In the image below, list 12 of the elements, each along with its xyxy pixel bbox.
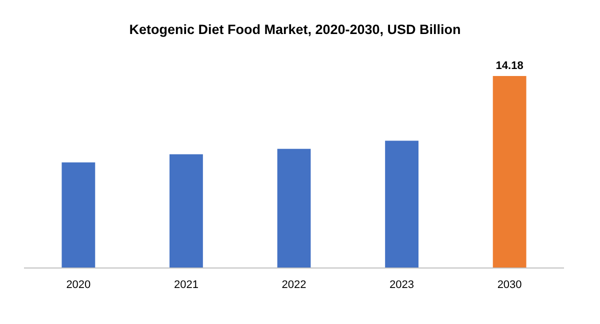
x-tick-label: 2022 — [282, 279, 306, 291]
x-tick-label: 2020 — [66, 279, 91, 291]
x-tick-label: 2030 — [497, 279, 522, 291]
x-tick-label: 2023 — [390, 279, 414, 291]
bar — [385, 140, 418, 268]
bar — [492, 76, 526, 268]
bar — [62, 162, 96, 268]
data-label: 14.18 — [496, 60, 524, 72]
chart-title: Ketogenic Diet Food Market, 2020-2030, USD Billion — [129, 22, 461, 37]
x-tick-label: 2021 — [174, 279, 198, 291]
bar — [170, 154, 203, 268]
bar — [277, 148, 311, 268]
